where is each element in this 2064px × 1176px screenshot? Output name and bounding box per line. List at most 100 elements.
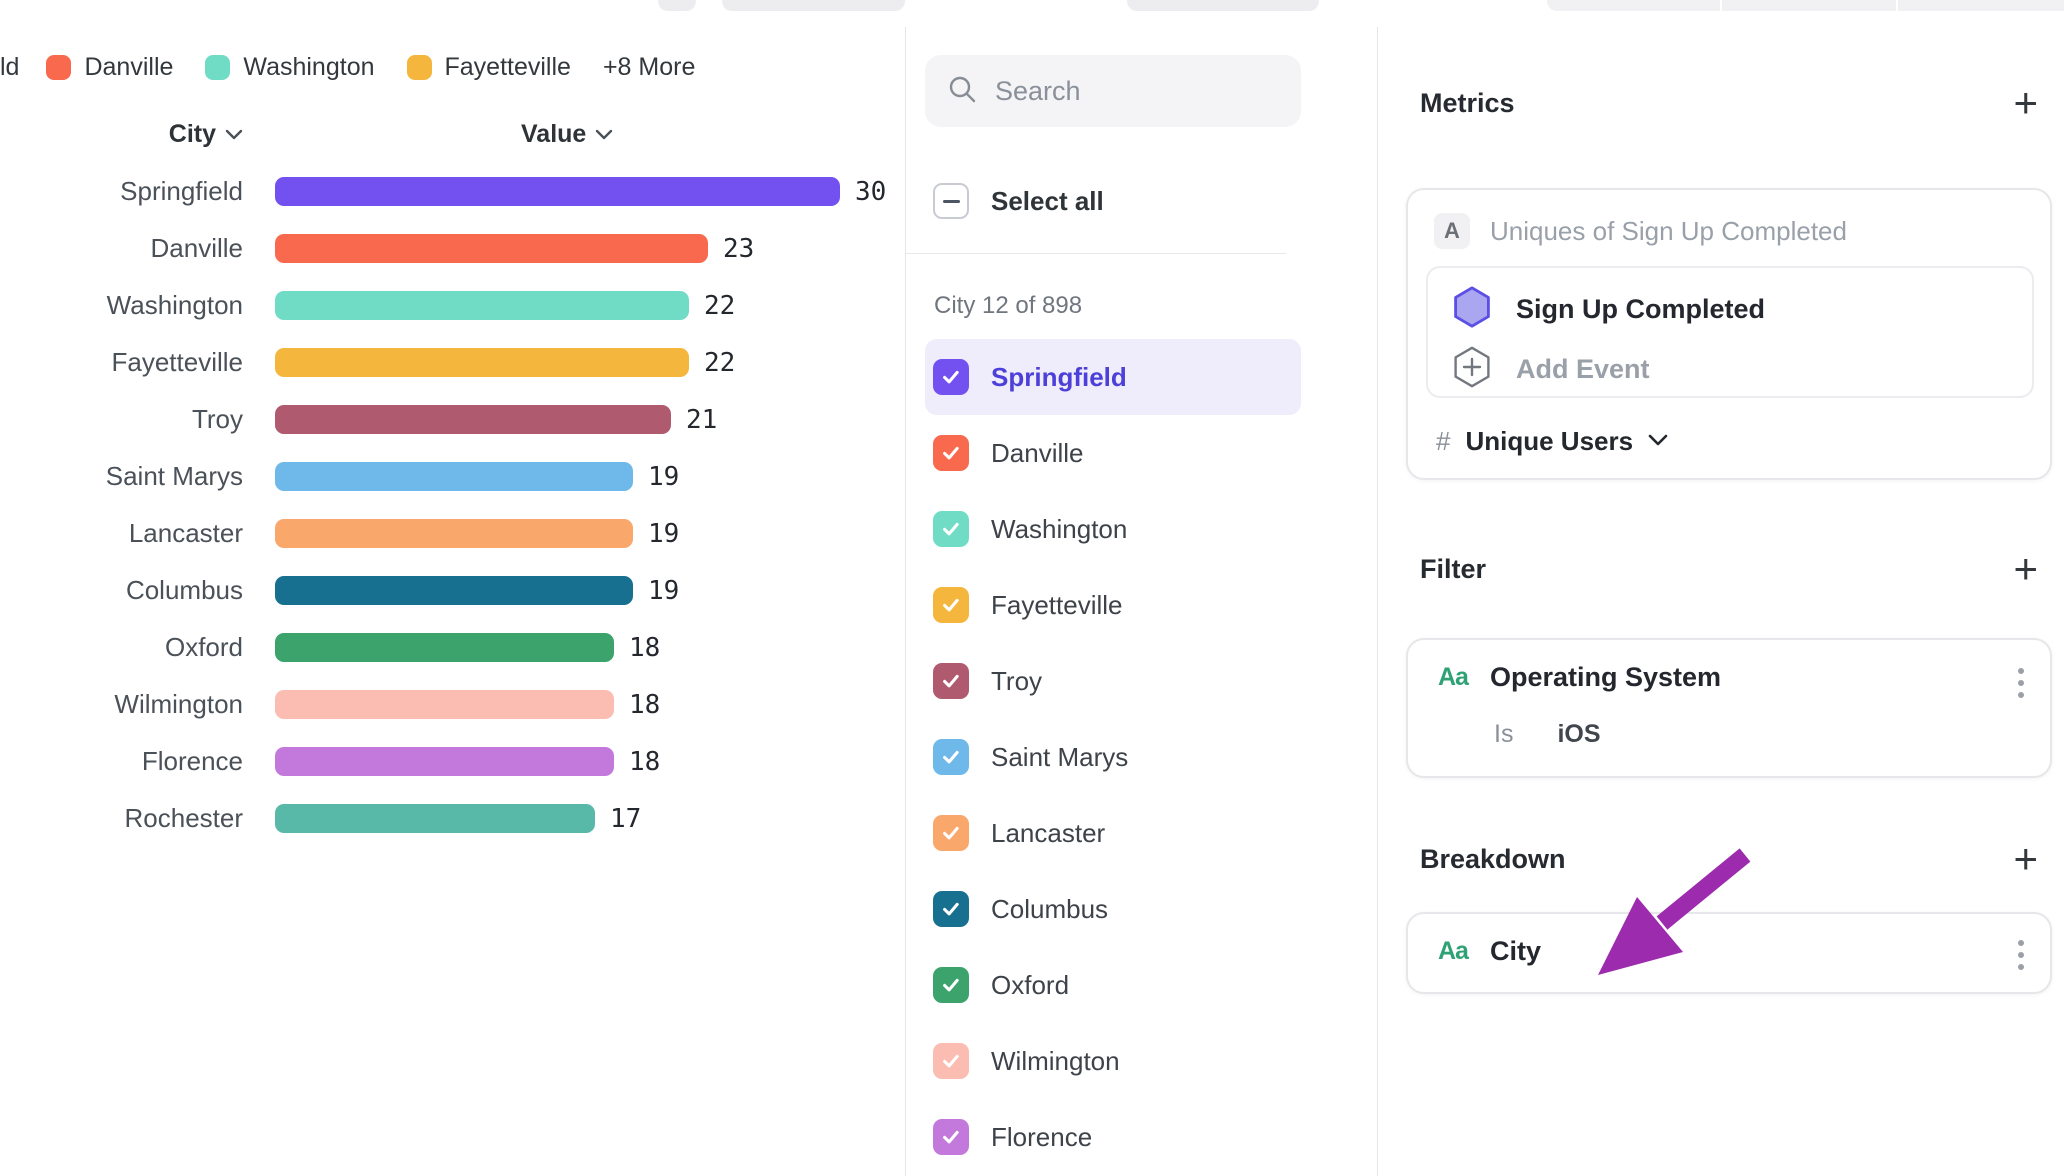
chart-legend: ld Danville Washington Fayetteville +8 M… xyxy=(0,52,695,82)
chevron-down-icon xyxy=(1648,433,1668,451)
metrics-section-header: Metrics + xyxy=(1420,82,2038,124)
value-column-header[interactable]: Value xyxy=(521,120,613,149)
bar-value-label: 19 xyxy=(648,518,680,549)
bar-category-label: Springfield xyxy=(120,176,243,206)
checked-checkbox[interactable] xyxy=(933,739,969,775)
bar[interactable] xyxy=(275,804,595,833)
bar[interactable] xyxy=(275,348,689,377)
segment[interactable] xyxy=(1547,0,1722,11)
event-card[interactable]: Sign Up Completed Add Event xyxy=(1426,266,2034,398)
city-list-item[interactable]: Lancaster xyxy=(925,795,1301,871)
cutoff-segmented-control[interactable] xyxy=(1547,0,2064,11)
legend-item[interactable]: Danville xyxy=(46,53,173,82)
metric-card[interactable]: A Uniques of Sign Up Completed Sign Up C… xyxy=(1406,188,2052,480)
bar[interactable] xyxy=(275,462,633,491)
legend-swatch xyxy=(205,54,231,80)
city-name: Florence xyxy=(991,1121,1093,1152)
checked-checkbox[interactable] xyxy=(933,1043,969,1079)
legend-label: Danville xyxy=(84,52,174,81)
city-list-item[interactable]: Danville xyxy=(925,415,1301,491)
search-input[interactable]: Search xyxy=(925,55,1301,127)
legend-more-link[interactable]: +8 More xyxy=(602,52,696,81)
event-row[interactable]: Sign Up Completed xyxy=(1452,286,1765,333)
legend-item[interactable]: Fayetteville xyxy=(406,53,571,82)
bar[interactable] xyxy=(275,234,708,263)
bar-category-label: Troy xyxy=(191,404,243,434)
indeterminate-checkbox[interactable] xyxy=(933,183,969,219)
add-event-row[interactable]: Add Event xyxy=(1452,346,1650,393)
city-name: Saint Marys xyxy=(991,741,1129,772)
chart-row: Lancaster 19 xyxy=(0,505,905,562)
checked-checkbox[interactable] xyxy=(933,587,969,623)
chart-row: Springfield 30 xyxy=(0,163,905,220)
breakdown-card[interactable]: Aa City xyxy=(1406,912,2052,994)
city-list-item[interactable]: Washington xyxy=(925,491,1301,567)
chevron-down-icon xyxy=(595,129,613,140)
city-column-header[interactable]: City xyxy=(0,120,243,149)
checked-checkbox[interactable] xyxy=(933,511,969,547)
filter-clause[interactable]: Is iOS xyxy=(1494,720,1601,749)
breakdown-property-row[interactable]: Aa City xyxy=(1438,936,1541,967)
bar-category-label: Danville xyxy=(150,233,244,263)
checked-checkbox[interactable] xyxy=(933,815,969,851)
city-list-item[interactable]: Fayetteville xyxy=(925,567,1301,643)
bar[interactable] xyxy=(275,747,614,776)
bar-category-label: Fayetteville xyxy=(111,347,244,377)
filter-property-row[interactable]: Aa Operating System xyxy=(1438,662,1721,693)
chart-row: Troy 21 xyxy=(0,391,905,448)
city-list-item[interactable]: Springfield xyxy=(925,339,1301,415)
bar-value-label: 18 xyxy=(629,746,661,777)
bar-value-label: 19 xyxy=(648,461,680,492)
aa-property-type-icon: Aa xyxy=(1438,937,1469,965)
add-breakdown-button[interactable]: + xyxy=(2013,835,2038,882)
measure-selector[interactable]: # Unique Users xyxy=(1436,426,1668,457)
city-list-item[interactable]: Columbus xyxy=(925,871,1301,947)
bar[interactable] xyxy=(275,576,633,605)
segment[interactable] xyxy=(1722,0,1898,11)
filter-card[interactable]: Aa Operating System Is iOS xyxy=(1406,638,2052,778)
breakdown-title: Breakdown xyxy=(1420,843,1566,874)
city-list-item[interactable]: Florence xyxy=(925,1099,1301,1175)
bar[interactable] xyxy=(275,291,689,320)
bar[interactable] xyxy=(275,633,614,662)
cutoff-tab[interactable] xyxy=(1127,0,1319,11)
city-name: Columbus xyxy=(991,893,1109,924)
checked-checkbox[interactable] xyxy=(933,663,969,699)
kebab-menu-icon[interactable] xyxy=(2018,668,2024,698)
cutoff-tab[interactable] xyxy=(658,0,696,11)
bar-value-label: 21 xyxy=(686,404,718,435)
city-header-label: City xyxy=(168,119,216,148)
measure-label: Unique Users xyxy=(1465,426,1634,456)
checked-checkbox[interactable] xyxy=(933,435,969,471)
divider xyxy=(906,253,1286,254)
city-list-item[interactable]: Wilmington xyxy=(925,1023,1301,1099)
cutoff-tab[interactable] xyxy=(722,0,905,11)
bar[interactable] xyxy=(275,690,614,719)
chart-row: Wilmington 18 xyxy=(0,676,905,733)
checked-checkbox[interactable] xyxy=(933,1119,969,1155)
legend-swatch xyxy=(406,54,432,80)
bar[interactable] xyxy=(275,177,840,206)
select-all-row[interactable]: Select all xyxy=(933,183,1104,219)
city-name: Washington xyxy=(991,513,1128,544)
add-metric-button[interactable]: + xyxy=(2013,79,2038,126)
metrics-title: Metrics xyxy=(1420,87,1515,118)
kebab-menu-icon[interactable] xyxy=(2018,940,2024,970)
legend-item[interactable]: Washington xyxy=(205,53,375,82)
add-filter-button[interactable]: + xyxy=(2013,545,2038,592)
add-event-label: Add Event xyxy=(1516,354,1650,384)
city-list: Springfield Danville Washington Fayettev… xyxy=(925,339,1301,1175)
metric-badge: A xyxy=(1434,213,1470,249)
city-list-item[interactable]: Saint Marys xyxy=(925,719,1301,795)
city-list-item[interactable]: Oxford xyxy=(925,947,1301,1023)
chart-row: Washington 22 xyxy=(0,277,905,334)
checked-checkbox[interactable] xyxy=(933,891,969,927)
city-list-item[interactable]: Troy xyxy=(925,643,1301,719)
bar[interactable] xyxy=(275,519,633,548)
checked-checkbox[interactable] xyxy=(933,359,969,395)
bar-value-label: 17 xyxy=(610,803,642,834)
bar[interactable] xyxy=(275,405,671,434)
aa-property-type-icon: Aa xyxy=(1438,663,1469,691)
checked-checkbox[interactable] xyxy=(933,967,969,1003)
filter-section-header: Filter + xyxy=(1420,548,2038,590)
